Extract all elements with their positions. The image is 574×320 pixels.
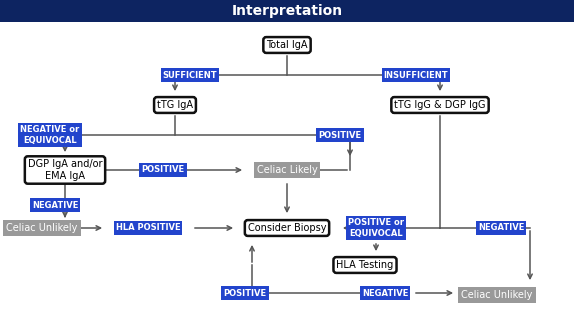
Text: NEGATIVE or
EQUIVOCAL: NEGATIVE or EQUIVOCAL — [20, 125, 80, 145]
Text: Celiac Unlikely: Celiac Unlikely — [461, 290, 533, 300]
Text: POSITIVE: POSITIVE — [223, 289, 266, 298]
Text: Consider Biopsy: Consider Biopsy — [248, 223, 326, 233]
Text: POSITIVE: POSITIVE — [141, 165, 185, 174]
Text: Celiac Likely: Celiac Likely — [257, 165, 317, 175]
Text: NEGATIVE: NEGATIVE — [32, 201, 78, 210]
Text: INSUFFICIENT: INSUFFICIENT — [383, 70, 448, 79]
Text: DGP IgA and/or
EMA IgA: DGP IgA and/or EMA IgA — [28, 159, 102, 181]
Text: Interpretation: Interpretation — [231, 4, 343, 18]
Text: POSITIVE: POSITIVE — [319, 131, 362, 140]
Text: NEGATIVE: NEGATIVE — [362, 289, 408, 298]
Text: HLA POSITIVE: HLA POSITIVE — [116, 223, 180, 233]
Text: tTG IgG & DGP IgG: tTG IgG & DGP IgG — [394, 100, 486, 110]
Text: tTG IgA: tTG IgA — [157, 100, 193, 110]
FancyBboxPatch shape — [0, 0, 574, 22]
Text: SUFFICIENT: SUFFICIENT — [162, 70, 218, 79]
Text: HLA Testing: HLA Testing — [336, 260, 394, 270]
Text: POSITIVE or
EQUIVOCAL: POSITIVE or EQUIVOCAL — [348, 218, 404, 238]
Text: Total IgA: Total IgA — [266, 40, 308, 50]
Text: NEGATIVE: NEGATIVE — [478, 223, 524, 233]
Text: Celiac Unlikely: Celiac Unlikely — [6, 223, 77, 233]
